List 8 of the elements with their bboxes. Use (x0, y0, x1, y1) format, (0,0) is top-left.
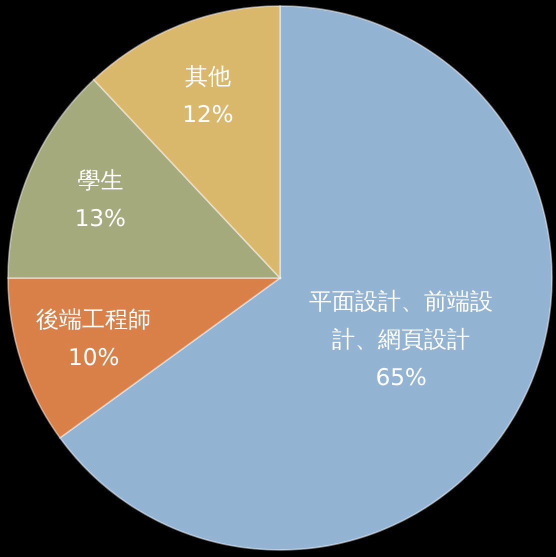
data-label: 65% (374, 364, 428, 393)
slice-label: 其他 (184, 62, 232, 92)
slice-label: 後端工程師 (36, 306, 152, 335)
data-label: 13% (74, 205, 126, 234)
data-label: 12% (182, 100, 234, 130)
data-label: 10% (67, 344, 120, 373)
slice-label: 學生 (76, 167, 124, 196)
slice-label: 平面設計、前端設計、網頁設計 (308, 288, 494, 355)
